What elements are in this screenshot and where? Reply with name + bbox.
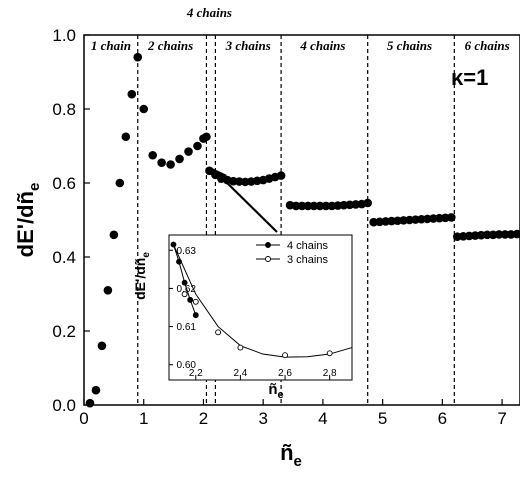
data-point <box>309 201 319 211</box>
data-point <box>202 132 211 142</box>
data-point <box>157 158 166 167</box>
y-tick-label: 0.4 <box>52 248 76 267</box>
chain-region-label: 4 chains <box>299 38 345 53</box>
fit-curve-line <box>173 244 353 358</box>
inset-axis-ticks: 2.2 2.4 2.6 2.8 0.60 0.61 0.62 0.63 <box>169 246 337 380</box>
x-axis-title-text: ñ <box>280 440 293 465</box>
data-point <box>193 141 202 151</box>
chain-region-label: 3 chains <box>225 38 271 53</box>
inset-y-tick-label: 0.63 <box>177 246 197 257</box>
data-point <box>447 213 456 222</box>
series-3-chains-point <box>326 350 333 357</box>
series-4-chains-point <box>170 241 177 248</box>
y-tick-label: 0.0 <box>52 396 76 415</box>
inset-x-axis-title-subscript: e <box>278 389 284 401</box>
inset-x-axis-title: ñe <box>268 381 283 401</box>
y-tick-label: 1.0 <box>52 26 76 45</box>
x-tick-label: 7 <box>497 409 506 428</box>
data-point <box>494 230 504 239</box>
y-axis-title-subscript: e <box>26 183 43 191</box>
series-4-chains-point <box>187 296 194 303</box>
series-3-chains-point <box>192 298 199 305</box>
chain-region-label: 6 chains <box>465 38 510 53</box>
inset-legend: 4 chains 3 chains <box>256 240 328 266</box>
data-point <box>139 104 149 114</box>
inset-y-axis-title-subscript: e <box>141 252 152 258</box>
series-4-chains-point <box>192 312 199 319</box>
chain-region-label: 1 chain <box>91 38 131 53</box>
series-3-chains-point <box>215 329 222 336</box>
legend-label: 3 chains <box>287 254 328 266</box>
series-3-chains-point <box>181 291 188 298</box>
inset-x-tick-label: 2.2 <box>189 368 203 379</box>
data-point <box>184 147 193 156</box>
data-point <box>85 398 95 408</box>
y-axis-title: dE'/dñe <box>13 183 43 258</box>
chain-region-labels: 1 chain 2 chains 4 chains 3 chains 4 chains 5… <box>91 5 510 53</box>
x-axis-title: ñe <box>280 440 302 470</box>
data-point <box>121 132 131 142</box>
inset-y-tick-label: 0.62 <box>177 284 197 295</box>
inset-pointer-arrow <box>217 173 278 233</box>
inset-data-points <box>170 241 333 359</box>
data-point <box>148 150 157 160</box>
inset-y-tick-label: 0.61 <box>177 322 197 333</box>
data-point <box>276 171 286 180</box>
main-plot-frame <box>83 34 520 406</box>
data-point <box>166 160 175 169</box>
x-axis-title-subscript: e <box>294 453 302 470</box>
data-point <box>512 229 520 239</box>
y-tick-label: 0.2 <box>52 322 76 341</box>
inset-x-axis-title-text: ñ <box>268 381 277 398</box>
x-tick-label: 5 <box>378 409 387 428</box>
data-point <box>103 286 113 295</box>
main-axis-ticks: 0 1 2 3 4 5 6 7 0.0 0.2 0.4 0.6 0.8 1.0 <box>52 26 506 428</box>
inset-x-tick-label: 2.6 <box>278 368 292 379</box>
inset-y-axis-title: dE'/dñe <box>132 252 152 300</box>
data-point <box>175 154 184 164</box>
x-tick-label: 4 <box>318 409 327 428</box>
chain-region-label: 4 chains <box>186 5 232 20</box>
inset-y-tick-label: 0.60 <box>177 360 197 371</box>
main-data-points <box>85 52 520 408</box>
data-point <box>115 178 125 188</box>
series-3-chains-point <box>237 344 244 351</box>
inset-y-axis-title-text: dE'/dñ <box>132 258 148 300</box>
y-tick-label: 0.8 <box>52 100 76 119</box>
data-point <box>363 198 372 208</box>
x-tick-label: 0 <box>79 409 88 428</box>
chain-region-label: 2 chains <box>147 38 193 53</box>
series-4-chains-point <box>181 279 188 286</box>
inset-pointer-arrowhead <box>212 168 227 183</box>
series-3-chains-point <box>282 352 288 359</box>
data-point <box>291 201 301 211</box>
series-4-chains-point <box>176 258 182 265</box>
data-point <box>109 230 119 240</box>
x-tick-label: 2 <box>199 409 208 428</box>
x-tick-label: 6 <box>438 409 447 428</box>
data-point <box>97 341 107 351</box>
data-point <box>303 201 313 211</box>
inset-frame <box>168 234 353 381</box>
chain-region-label: 5 chains <box>387 38 432 53</box>
y-tick-label: 0.6 <box>52 174 76 193</box>
data-point <box>133 52 143 62</box>
kappa-annotation: κ=1 <box>451 65 488 90</box>
data-point <box>315 201 325 211</box>
inset-x-tick-label: 2.4 <box>233 368 247 379</box>
legend-label: 4 chains <box>287 240 328 252</box>
x-tick-label: 3 <box>258 409 267 428</box>
inset-x-tick-label: 2.8 <box>323 368 337 379</box>
data-point <box>297 201 307 211</box>
legend-marker <box>265 242 271 248</box>
data-point <box>321 201 331 211</box>
data-point <box>91 385 101 395</box>
data-point <box>127 89 137 99</box>
y-axis-title-text: dE'/dñ <box>13 191 38 257</box>
data-point <box>500 230 510 239</box>
x-tick-label: 1 <box>139 409 148 428</box>
data-point <box>482 230 492 240</box>
legend-marker <box>265 256 271 262</box>
